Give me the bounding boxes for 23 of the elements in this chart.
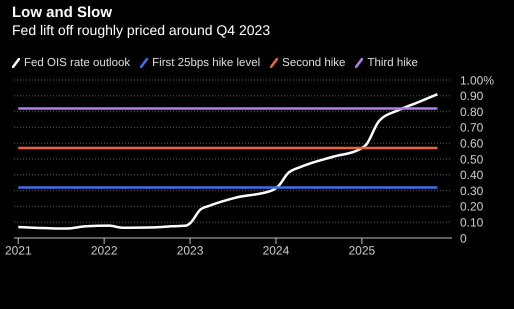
x-tick-label: 2025 bbox=[348, 244, 376, 258]
y-tick-label: 0.20 bbox=[460, 200, 484, 214]
y-tick-label: 0.90 bbox=[460, 89, 484, 104]
y-tick-label: 0.80 bbox=[460, 104, 484, 119]
x-tick-label: 2022 bbox=[90, 244, 118, 258]
y-tick-label: 0 bbox=[460, 231, 467, 246]
legend-label: Third hike bbox=[367, 57, 418, 69]
y-tick-label: 0.10 bbox=[460, 215, 484, 230]
line-series bbox=[17, 92, 439, 230]
y-tick-label: 1.00% bbox=[460, 73, 494, 88]
x-tick-label: 2023 bbox=[176, 244, 204, 258]
chart-title: Low and Slow bbox=[12, 4, 112, 21]
legend-label: Fed OIS rate outlook bbox=[24, 57, 130, 69]
y-tick-label: 0.30 bbox=[460, 184, 484, 198]
y-tick-label: 0.70 bbox=[460, 120, 484, 135]
legend-label: Second hike bbox=[282, 57, 346, 69]
y-tick-label: 0.40 bbox=[460, 168, 484, 182]
x-tick-label: 2024 bbox=[262, 244, 290, 258]
x-tick-label: 2021 bbox=[4, 244, 32, 258]
y-tick-label: 0.50 bbox=[460, 152, 484, 166]
legend-label: First 25bps hike level bbox=[152, 57, 260, 69]
chart-subtitle: Fed lift off roughly priced around Q4 2023 bbox=[12, 22, 270, 38]
y-tick-label: 0.60 bbox=[460, 136, 484, 150]
